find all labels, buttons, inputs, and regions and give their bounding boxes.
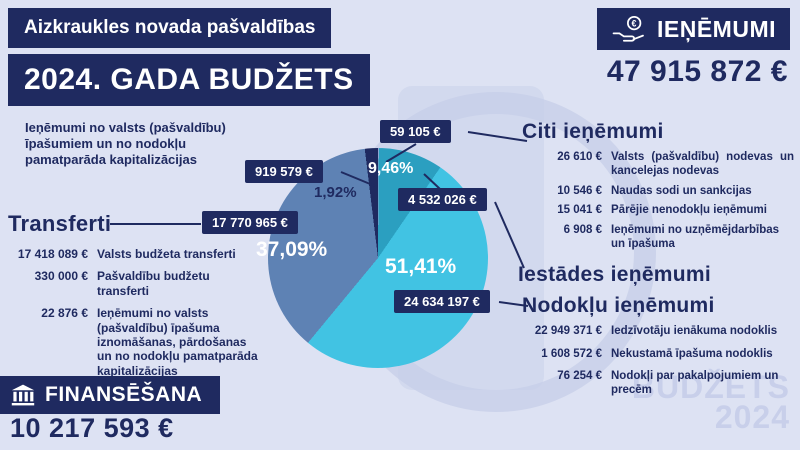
financing-label: FINANSĒŠANA [45,383,203,406]
item-value: 6 908 € [563,224,602,237]
bank-icon [10,383,36,407]
financing-header: FINANSĒŠANA [0,376,221,414]
budzets-2024-watermark: BUDŽETS 2024 [631,369,790,436]
iestades-heading: Iestādes ieņēmumi [518,262,712,286]
svg-text:€: € [632,18,637,28]
item-label: Valsts (pašvaldību) nodevas un kanceleja… [611,151,794,177]
ipasumi-percent-label: 1,92% [314,184,357,201]
transferti-section: Transferti 17 418 089 € Valsts budžeta t… [8,211,264,386]
citi-heading: Citi ieņēmumi [522,120,664,143]
item-label: Naudas sodi un sankcijas [611,184,752,197]
transferti-value-badge: 17 770 965 € [202,211,298,234]
nodokli-heading: Nodokļu ieņēmumi [522,293,715,317]
item-value: 330 000 € [34,269,88,284]
item-label: Valsts budžeta transferti [97,247,236,261]
nodokli-value-badge: 24 634 197 € [394,290,490,313]
item-value: 15 041 € [557,204,602,217]
item-label: Iedzīvotāju ienākuma nodoklis [611,324,778,337]
pie-chart [268,148,488,368]
item-value: 26 610 € [557,151,602,163]
item-value: 17 418 089 € [17,247,88,261]
list-item: 15 041 € Pārējie nenodokļu ieņēmumi [522,204,794,218]
list-item: 17 418 089 € Valsts budžeta transferti [8,247,264,261]
list-item: 330 000 € Pašvaldību budžetu transferti [8,269,264,298]
item-label: Ieņēmumi no valsts (pašvaldību) īpašuma … [97,306,258,378]
item-value: 22 949 371 € [534,324,602,337]
list-item: 22 949 371 € Iedzīvotāju ienākuma nodokl… [522,325,794,339]
item-label: Nodokļi par pakalpojumiem un precēm [611,370,779,397]
income-label: IEŅĒMUMI [657,15,776,42]
financing-total: 10 217 593 € [10,413,174,443]
transferti-heading: Transferti [8,211,112,236]
property-income-note: Ieņēmumi no valsts (pašvaldību) īpašumie… [25,120,226,167]
list-item: 76 254 € Nodokļi par pakalpojumiem un pr… [522,370,794,398]
list-item: 26 610 € Valsts (pašvaldību) nodevas un … [522,151,794,179]
euro-hand-icon: € [611,15,647,43]
item-label: Pašvaldību budžetu transferti [97,269,210,298]
item-label: Ieņēmumi no uzņēmējdarbības un īpašuma [611,224,780,250]
watermark-line1: BUDŽETS [631,369,790,405]
page-title: 2024. GADA BUDŽETS [8,54,370,106]
transferti-percent-label: 37,09% [256,238,328,261]
iestades-value-badge: 4 532 026 € [398,188,487,211]
nodokli-percent-label: 51,41% [385,255,457,278]
watermark-line2: 2024 [714,399,790,436]
income-total: 47 915 872 € [606,55,788,88]
iestades-percent-label: 9,46% [368,160,414,177]
item-value: 76 254 € [557,370,602,383]
nodokli-items: 22 949 371 € Iedzīvotāju ienākuma nodokl… [522,325,794,398]
item-value: 1 608 572 € [541,347,602,360]
income-header: € IEŅĒMUMI [597,8,790,50]
citi-value-badge: 59 105 € [380,120,451,143]
list-item: 22 876 € Ieņēmumi no valsts (pašvaldību)… [8,306,264,378]
list-item: 10 546 € Naudas sodi un sankcijas [522,185,794,199]
list-item: 1 608 572 € Nekustamā īpašuma nodoklis [522,348,794,362]
item-label: Nekustamā īpašuma nodoklis [611,347,773,360]
right-income-column: Citi ieņēmumi 26 610 € Valsts (pašvaldīb… [518,120,794,407]
ipasumi-value-badge: 919 579 € [245,160,323,183]
item-value: 10 546 € [557,184,602,197]
item-value: 22 876 € [41,306,88,321]
item-label: Pārējie nenodokļu ieņēmumi [611,204,767,217]
list-item: 6 908 € Ieņēmumi no uzņēmējdarbības un ī… [522,224,794,252]
page-subtitle: Aizkraukles novada pašvaldības [8,8,332,48]
